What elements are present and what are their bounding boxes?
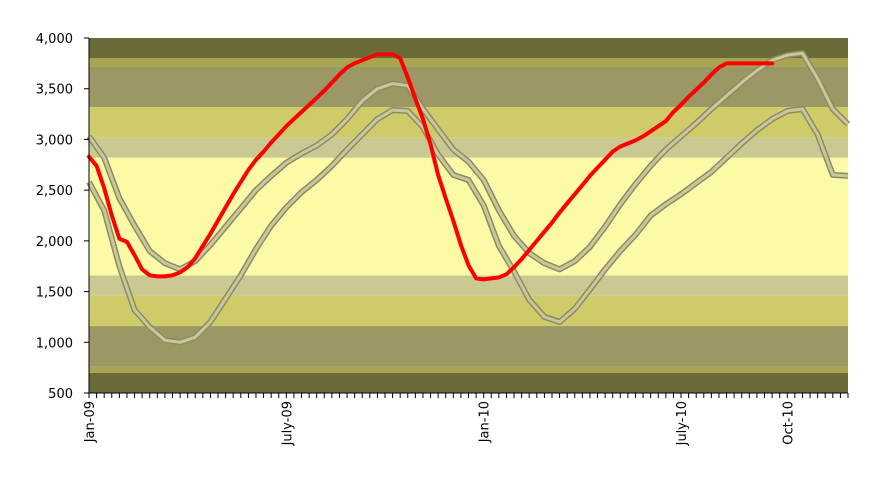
x-tick-label: Oct-10 [781,401,796,445]
y-tick-label: 4,000 [36,32,73,47]
background-band-4 [89,275,848,296]
x-tick-label: Jan-10 [478,401,493,443]
series-line-current [87,52,775,282]
y-tick-label: 3,000 [36,133,73,148]
y-tick-label: 1,000 [36,336,73,351]
background-band-1 [89,366,848,373]
background-band-9 [89,58,848,67]
background-band-6 [89,137,848,158]
background-bands [89,38,848,393]
background-band-2 [89,326,848,367]
x-tick-label: July-10 [675,401,690,446]
x-tick-label: July-09 [280,401,295,446]
x-axis-ticks: Jan-09 July-09 Jan-10 July-10 Oct-10 [83,393,849,446]
y-tick-label: 1,500 [36,286,73,301]
series-line-lower-range [86,106,849,346]
background-band-0 [89,372,848,393]
y-tick-label: 3,500 [36,83,73,98]
background-band-7 [89,106,848,138]
series-line-upper-range [86,50,851,273]
y-axis-ticks: 500 1,000 1,500 2,000 2,500 3,000 3,500 4,000 [36,32,89,402]
series-core-lower-range [87,107,849,344]
series-core-upper-range [87,51,850,271]
y-tick-label: 500 [48,387,73,402]
y-tick-label: 2,000 [36,235,73,250]
x-tick-label: Jan-09 [83,401,98,443]
background-band-5 [89,157,848,276]
background-band-3 [89,295,848,327]
y-tick-label: 2,500 [36,184,73,199]
series-layer [86,50,851,346]
background-band-10 [89,38,848,59]
